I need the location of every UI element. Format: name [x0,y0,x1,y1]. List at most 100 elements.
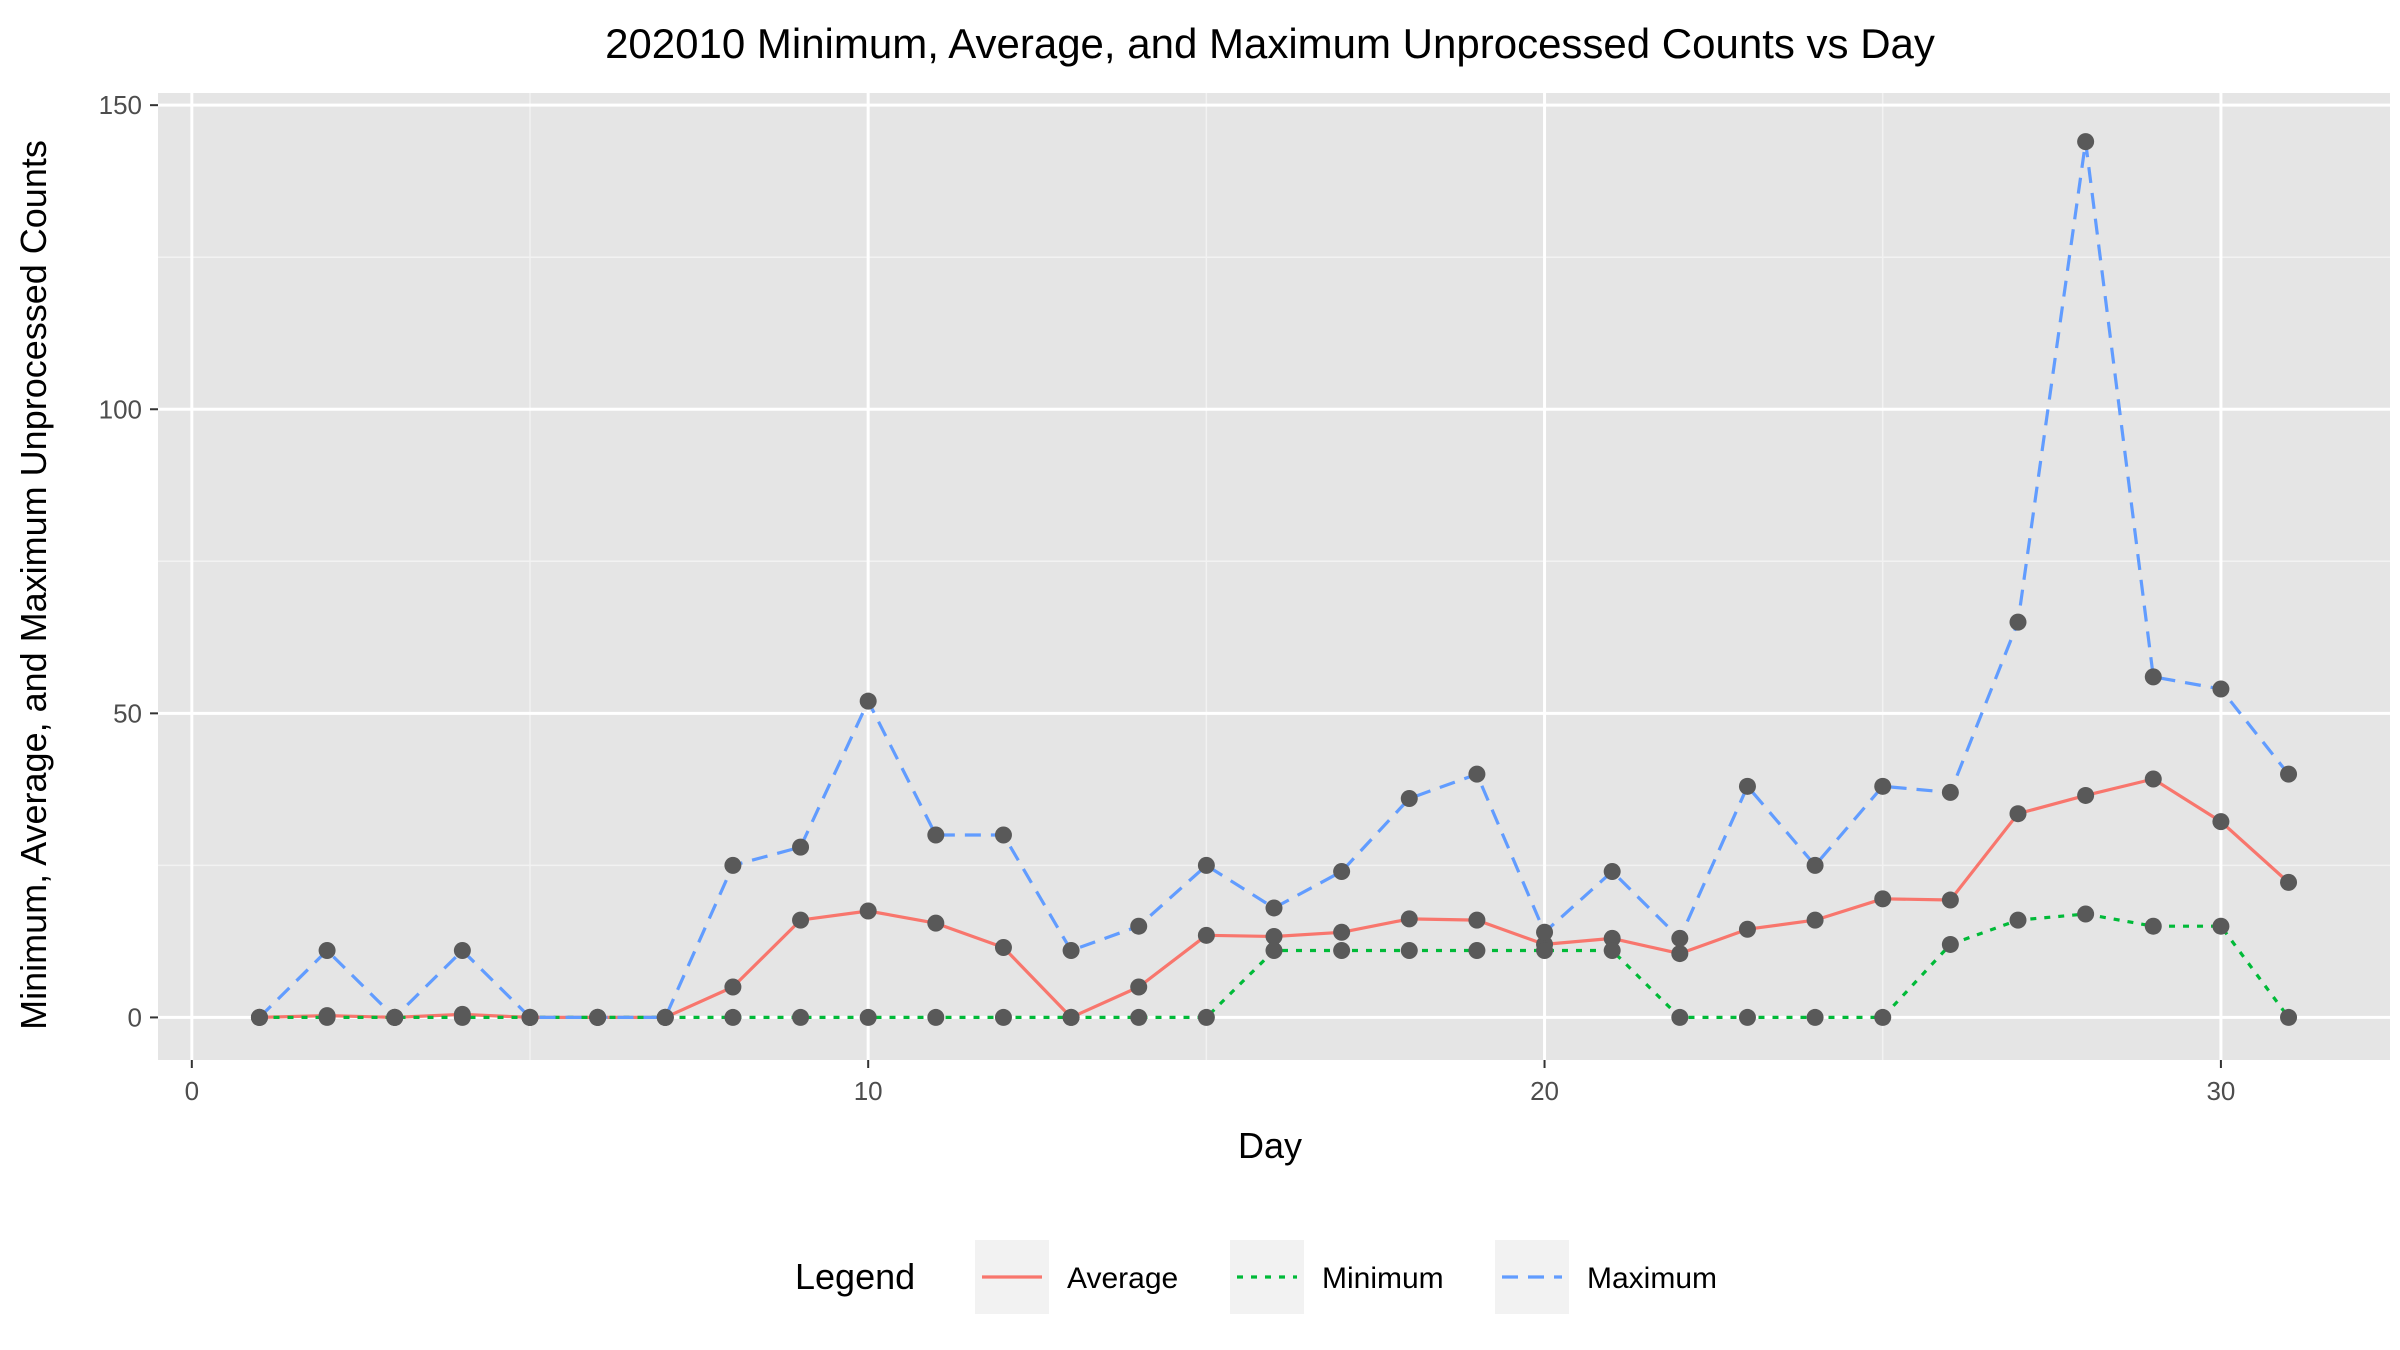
data-point-minimum [1806,1008,1824,1026]
data-point-average [1197,926,1215,944]
data-point-maximum [1671,929,1689,947]
data-point-average [2077,786,2095,804]
legend-title: Legend [795,1256,915,1297]
data-point-minimum [1603,942,1621,960]
data-point-average [994,938,1012,956]
data-point-maximum [589,1008,607,1026]
legend-label-maximum: Maximum [1587,1262,1717,1295]
data-point-maximum [2144,668,2162,686]
chart-title: 202010 Minimum, Average, and Maximum Unp… [605,20,1935,67]
data-point-maximum [1333,862,1351,880]
data-point-maximum [2077,133,2095,151]
data-point-minimum [792,1008,810,1026]
data-point-minimum [859,1008,877,1026]
x-axis-title: Day [1238,1125,1302,1166]
data-point-minimum [1265,942,1283,960]
x-axis: 0 10 20 30 [185,1060,2235,1106]
data-point-average [927,914,945,932]
data-point-maximum [859,692,877,710]
data-point-average [1400,910,1418,928]
data-point-maximum [1603,862,1621,880]
legend-label-minimum: Minimum [1322,1262,1444,1295]
data-point-maximum [724,856,742,874]
data-point-average [1130,978,1148,996]
data-point-average [724,978,742,996]
data-point-minimum [2144,917,2162,935]
data-point-maximum [792,838,810,856]
data-point-maximum [1874,777,1892,795]
y-tick-label: 50 [113,698,142,728]
data-point-minimum [1738,1008,1756,1026]
data-point-maximum [2009,613,2027,631]
data-point-average [1941,891,1959,909]
data-point-maximum [656,1008,674,1026]
data-point-minimum [2077,905,2095,923]
data-point-minimum [1197,1008,1215,1026]
data-point-average [1333,923,1351,941]
data-point-maximum [1941,783,1959,801]
y-tick-label: 150 [99,90,142,120]
data-point-average [1874,890,1892,908]
data-point-minimum [1062,1008,1080,1026]
data-point-average [1671,945,1689,963]
data-point-maximum [386,1008,404,1026]
data-point-average [1806,911,1824,929]
data-point-minimum [994,1008,1012,1026]
data-point-minimum [1130,1008,1148,1026]
y-tick-label: 100 [99,394,142,424]
data-point-average [2212,813,2230,831]
data-point-minimum [318,1008,336,1026]
data-point-minimum [724,1008,742,1026]
data-point-average [1603,929,1621,947]
data-point-minimum [1333,942,1351,960]
legend: Legend Average Minimum Maximum [795,1240,1717,1314]
data-point-average [859,902,877,920]
data-point-maximum [453,942,471,960]
data-point-average [1738,920,1756,938]
y-tick-label: 0 [128,1002,142,1032]
data-point-average [2280,873,2298,891]
data-point-maximum [1738,777,1756,795]
data-point-minimum [1941,935,1959,953]
data-point-minimum [1468,942,1486,960]
data-point-average [2144,770,2162,788]
data-point-maximum [1806,856,1824,874]
data-point-average [1265,928,1283,946]
data-point-maximum [1468,765,1486,783]
points-layer [250,133,2298,1026]
legend-label-average: Average [1067,1262,1178,1295]
x-tick-label: 20 [1530,1076,1559,1106]
data-point-maximum [318,942,336,960]
plot-panel [158,93,2390,1060]
data-point-average [1468,911,1486,929]
data-point-maximum [927,826,945,844]
data-point-maximum [1536,923,1554,941]
x-tick-label: 0 [185,1076,199,1106]
data-point-maximum [2280,765,2298,783]
y-axis-title: Minimum, Average, and Maximum Unprocesse… [13,140,54,1030]
data-point-minimum [2212,917,2230,935]
data-point-minimum [1400,942,1418,960]
y-axis: 0 50 100 150 [99,90,158,1032]
data-point-maximum [1265,899,1283,917]
data-point-maximum [250,1008,268,1026]
data-point-maximum [1400,789,1418,807]
x-tick-label: 10 [854,1076,883,1106]
data-point-minimum [453,1008,471,1026]
data-point-maximum [1062,942,1080,960]
x-tick-label: 30 [2206,1076,2235,1106]
data-point-average [2009,805,2027,823]
data-point-maximum [994,826,1012,844]
data-point-maximum [1130,917,1148,935]
data-point-minimum [2280,1008,2298,1026]
data-point-maximum [1197,856,1215,874]
data-point-maximum [2212,680,2230,698]
data-point-minimum [927,1008,945,1026]
data-point-minimum [1536,942,1554,960]
data-point-minimum [2009,911,2027,929]
data-point-minimum [1671,1008,1689,1026]
data-point-average [792,911,810,929]
data-point-minimum [1874,1008,1892,1026]
data-point-maximum [521,1008,539,1026]
